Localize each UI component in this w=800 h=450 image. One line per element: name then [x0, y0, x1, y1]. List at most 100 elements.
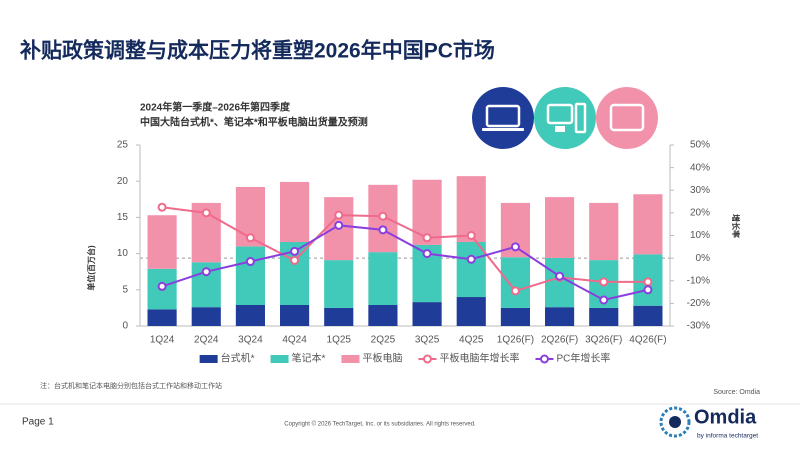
- bar-segment: [147, 215, 177, 269]
- legend-swatch: [199, 355, 218, 363]
- y2-tick-label: 10%: [690, 230, 710, 241]
- y-tick-label: 15: [117, 212, 129, 223]
- footnote: 注：台式机和笔记本电脑分别包括台式工作站和移动工作站: [40, 381, 222, 390]
- tablet-body: [609, 103, 645, 132]
- bar-segment: [633, 194, 663, 255]
- bar-segment: [147, 309, 177, 326]
- line-point: [599, 277, 609, 287]
- desktop-screen: [546, 103, 574, 125]
- line-point: [643, 277, 653, 287]
- x-tick-label: 1Q26(F): [497, 335, 534, 346]
- x-tick-label: 1Q25: [327, 335, 352, 346]
- x-tick-label: 3Q25: [415, 335, 440, 346]
- bar-segment: [500, 307, 530, 326]
- line-point: [157, 202, 167, 212]
- x-tick-label: 4Q24: [282, 335, 307, 346]
- icons: [472, 87, 658, 149]
- laptop-icon: [472, 87, 534, 149]
- y2-tick-label: -20%: [687, 298, 710, 309]
- legend-item: 笔记本*: [270, 352, 326, 365]
- chart-subtitle: 中国大陆台式机*、笔记本*和平板电脑出货量及预测: [140, 116, 368, 129]
- bar-segment: [368, 305, 398, 326]
- line-point: [422, 249, 432, 259]
- x-tick-label: 2Q24: [194, 335, 219, 346]
- line-point: [643, 285, 653, 295]
- logo-sub: by informa techtarget: [697, 433, 758, 440]
- x-tick-label: 3Q24: [238, 335, 263, 346]
- y-tick-label: 10: [117, 248, 129, 259]
- line-point: [290, 255, 300, 265]
- line-point: [334, 220, 344, 230]
- desktop-icon: [534, 87, 596, 149]
- legend-item: 台式机*: [199, 352, 255, 365]
- desktop-tower: [574, 102, 587, 134]
- bar-segment: [191, 307, 221, 326]
- line-point: [157, 281, 167, 291]
- y-tick-label: 20: [117, 176, 129, 187]
- legend-item: 平板电脑年增长率: [418, 352, 519, 365]
- y2-tick-label: -10%: [687, 275, 710, 286]
- bar-segment: [545, 307, 575, 326]
- legend-label: 平板电脑年增长率: [439, 352, 519, 365]
- bar-segment: [235, 246, 265, 306]
- legend-swatch: [341, 355, 360, 363]
- line-point: [599, 295, 609, 305]
- legend-item: 平板电脑: [341, 352, 402, 365]
- logo-text: Omdia: [694, 406, 757, 428]
- y-tick-label: 25: [117, 140, 129, 151]
- line-point: [378, 211, 388, 221]
- chart-subtitle: 2024年第一季度–2026年第四季度: [140, 101, 291, 114]
- x-tick-label: 4Q25: [459, 335, 484, 346]
- bar-segment: [324, 260, 354, 308]
- y2-axis-label: 增长率: [731, 214, 741, 238]
- legend-label: 平板电脑: [362, 352, 402, 365]
- line-point: [510, 286, 520, 296]
- logo-core: [669, 416, 681, 428]
- y2-tick-label: 20%: [690, 208, 710, 219]
- line-point: [245, 233, 255, 243]
- y-axis-label: 单位(百万台): [86, 245, 96, 291]
- y2-tick-label: 0%: [696, 253, 711, 264]
- line-point: [201, 267, 211, 277]
- x-tick-label: 1Q24: [150, 335, 175, 346]
- laptop-screen: [485, 104, 521, 128]
- bar-segment: [456, 242, 486, 298]
- bar-segment: [368, 252, 398, 306]
- line: [161, 224, 649, 302]
- page-title: 补贴政策调整与成本压力将重塑2026年中国PC市场: [19, 39, 495, 63]
- desktop-stand: [555, 126, 565, 132]
- bar-segment: [280, 181, 310, 243]
- x-tick-label: 3Q26(F): [585, 335, 622, 346]
- bar-segment: [324, 307, 354, 326]
- bar-segment: [589, 307, 619, 326]
- page-number: Page 1: [22, 417, 54, 428]
- tablet-icon: [596, 87, 658, 149]
- x-tick-label: 2Q26(F): [541, 335, 578, 346]
- bar-segment: [633, 305, 663, 326]
- line-point: [510, 242, 520, 252]
- bar-segment: [545, 197, 575, 258]
- line-point: [201, 208, 211, 218]
- line: [161, 206, 648, 293]
- bar-segment: [280, 305, 310, 326]
- source: Source: Omdia: [713, 389, 760, 396]
- y2-tick-label: 40%: [690, 162, 710, 173]
- x-tick-label: 4Q26(F): [629, 335, 666, 346]
- y-tick-label: 5: [122, 284, 128, 295]
- legend-label: 笔记本*: [292, 352, 326, 365]
- copyright: Copyright © 2026 TechTarget, Inc. or its…: [284, 421, 476, 428]
- y-tick-label: 0: [122, 321, 128, 332]
- legend-item: PC年增长率: [535, 352, 610, 365]
- legend-swatch: [539, 354, 549, 364]
- bar-segment: [500, 257, 530, 308]
- line-point: [378, 225, 388, 235]
- legend-swatch: [422, 354, 432, 364]
- x-tick-label: 2Q25: [371, 335, 396, 346]
- bar-segment: [456, 297, 486, 326]
- legend-label: 台式机*: [221, 352, 255, 365]
- bar-segment: [589, 202, 619, 261]
- legend-label: PC年增长率: [556, 352, 610, 365]
- line-point: [334, 210, 344, 220]
- line-point: [290, 246, 300, 256]
- line-point: [245, 257, 255, 267]
